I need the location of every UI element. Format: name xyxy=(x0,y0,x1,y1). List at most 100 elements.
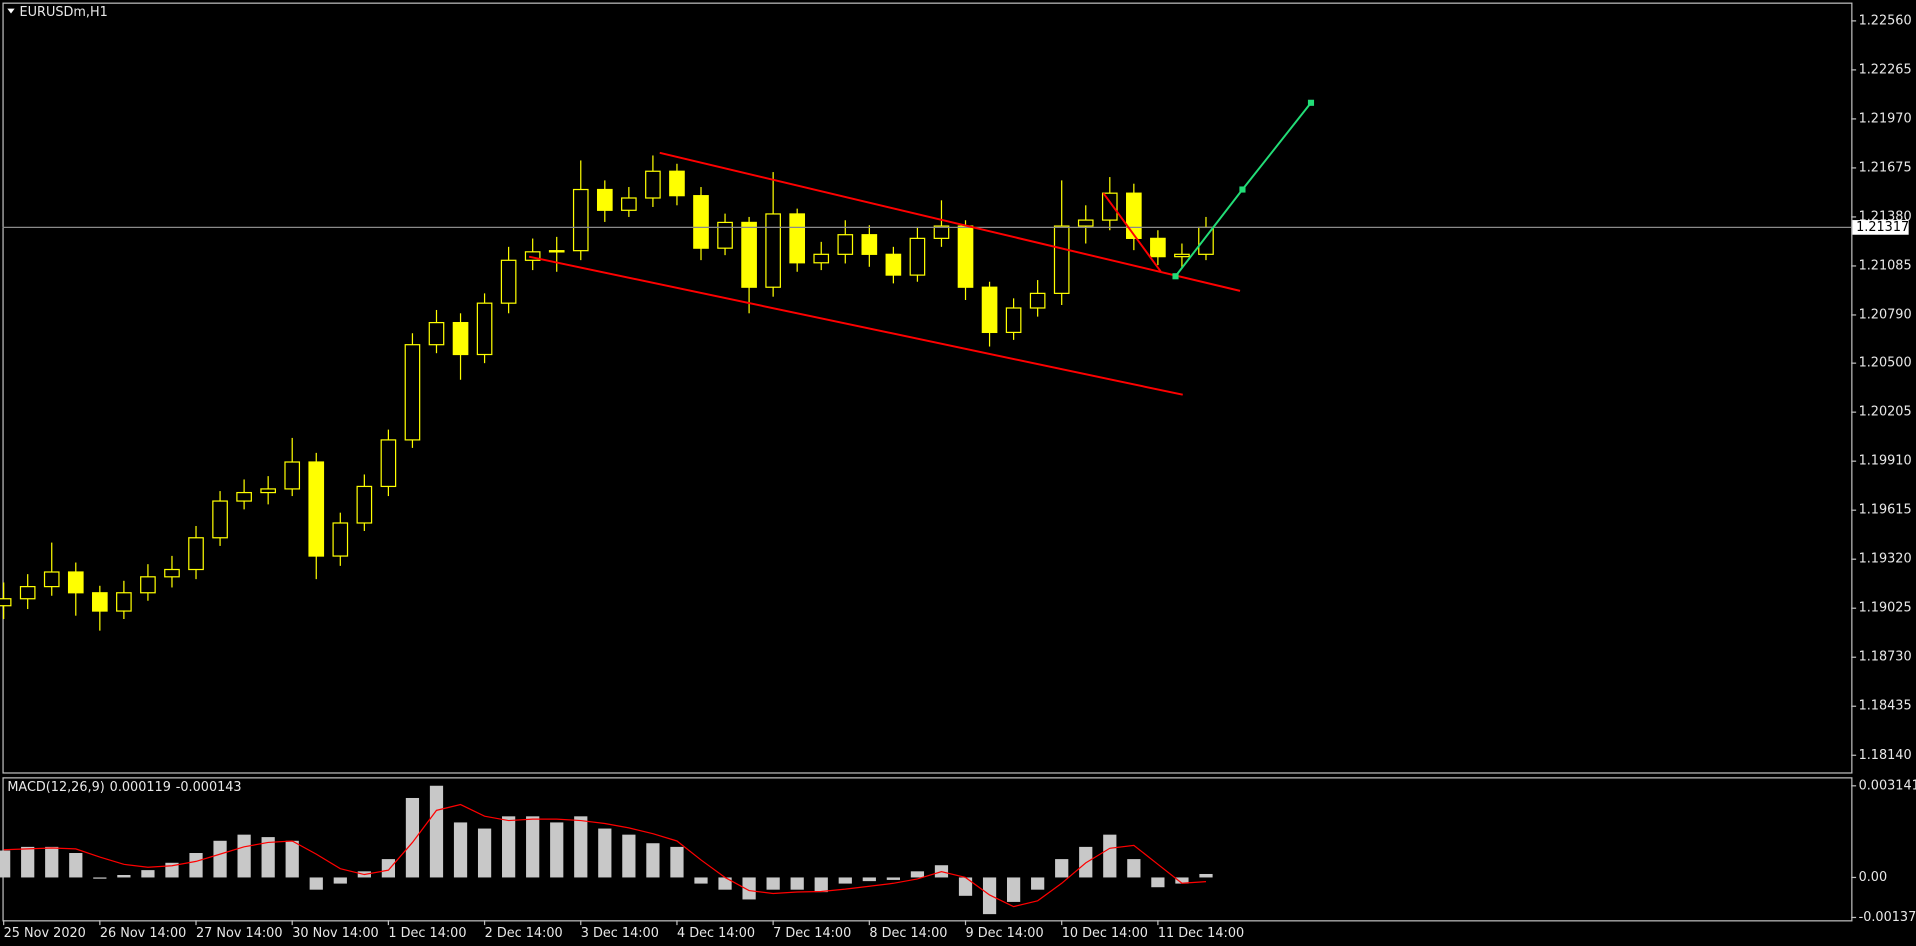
macd-bar xyxy=(1127,859,1141,878)
candle-body xyxy=(1174,253,1190,258)
trendline-anchor xyxy=(1307,99,1315,106)
candle-body xyxy=(260,488,276,494)
chart-title: EURUSDm,H1 xyxy=(20,5,108,20)
macd-bar xyxy=(502,816,516,878)
macd-bar xyxy=(141,870,155,878)
macd-bar xyxy=(982,877,997,915)
y-tick-label: 1.19615 xyxy=(1859,503,1912,518)
macd-bar xyxy=(958,877,973,896)
candle-body xyxy=(981,286,998,334)
macd-bar xyxy=(381,859,396,878)
x-tick-label: 2 Dec 14:00 xyxy=(485,926,563,941)
macd-bar xyxy=(622,834,636,878)
x-tick-label: 4 Dec 14:00 xyxy=(677,926,755,941)
macd-bar xyxy=(477,828,492,878)
candle-body xyxy=(356,485,373,524)
macd-value: 0.000119 xyxy=(110,780,171,795)
macd-bar xyxy=(694,877,708,884)
candle-body xyxy=(693,195,709,249)
candle-body xyxy=(452,321,469,356)
candle-body xyxy=(43,571,60,588)
candle-body xyxy=(596,188,613,211)
current-price-label: 1.21317 xyxy=(1856,220,1909,235)
candle-body xyxy=(1126,192,1142,239)
y-tick-label: 1.21085 xyxy=(1859,258,1912,273)
candle-body xyxy=(669,170,685,197)
candle-body xyxy=(308,461,325,557)
macd-bar xyxy=(45,846,59,878)
candle-body xyxy=(957,225,974,288)
candle-body xyxy=(861,234,878,255)
macd-bar xyxy=(838,877,852,884)
macd-bar xyxy=(189,853,203,878)
candle-body xyxy=(621,197,637,211)
macd-bar xyxy=(1031,877,1045,890)
x-tick-label: 30 Nov 14:00 xyxy=(292,926,378,941)
candle-body xyxy=(140,576,156,594)
candle-body xyxy=(332,522,349,557)
candle-body xyxy=(813,253,830,264)
macd-bar xyxy=(862,877,876,882)
y-tick-label: 1.21675 xyxy=(1859,160,1912,175)
x-tick-label: 11 Dec 14:00 xyxy=(1158,926,1244,941)
macd-bar xyxy=(0,850,11,878)
candle-body xyxy=(933,225,950,239)
candle-body xyxy=(404,344,421,441)
y-tick-label: 1.22560 xyxy=(1859,13,1912,28)
y-tick-label: 1.19320 xyxy=(1859,552,1912,567)
macd-bar xyxy=(886,877,900,880)
pane-menu-icon[interactable] xyxy=(7,8,15,14)
macd-bar xyxy=(550,822,564,878)
x-tick-label: 10 Dec 14:00 xyxy=(1062,926,1148,941)
candle-body xyxy=(1077,219,1094,227)
y-tick-label: 1.20500 xyxy=(1859,356,1912,371)
trendline-anchor xyxy=(1172,273,1179,280)
y-tick-label: 1.20205 xyxy=(1859,405,1912,420)
macd-bar xyxy=(237,834,251,878)
x-tick-label: 25 Nov 2020 xyxy=(4,926,86,941)
macd-bar xyxy=(814,877,828,893)
macd-bar xyxy=(405,797,420,878)
candle-body xyxy=(0,598,12,607)
macd-bar xyxy=(285,840,299,878)
price-pane-frame xyxy=(2,2,1853,774)
macd-bar xyxy=(1055,859,1069,878)
macd-bar xyxy=(93,877,107,879)
macd-name: MACD(12,26,9) xyxy=(7,780,104,795)
trendline xyxy=(1102,192,1162,273)
candle-body xyxy=(284,461,301,490)
macd-signal-value: -0.000143 xyxy=(176,780,242,795)
y-tick-label: 1.19910 xyxy=(1859,454,1912,469)
candle-body xyxy=(116,592,132,612)
candle-body xyxy=(717,221,733,249)
macd-bar xyxy=(790,877,804,890)
macd-bar xyxy=(117,875,131,878)
macd-legend: MACD(12,26,9) 0.000119 -0.000143 xyxy=(7,780,241,795)
macd-bar xyxy=(1199,873,1213,878)
candle-body xyxy=(548,250,565,253)
candle-body xyxy=(1150,237,1166,258)
candle-body xyxy=(885,253,902,276)
y-tick-label: 1.18730 xyxy=(1859,650,1912,665)
candle-body xyxy=(524,251,541,261)
macd-bar xyxy=(526,816,540,878)
candle-body xyxy=(500,259,517,304)
current-price-box xyxy=(1852,220,1909,235)
candle-body xyxy=(67,571,84,594)
candle-body xyxy=(92,592,108,612)
x-tick-label: 27 Nov 14:00 xyxy=(196,926,282,941)
macd-bar xyxy=(453,822,468,878)
x-tick-label: 7 Dec 14:00 xyxy=(773,926,851,941)
candle-body xyxy=(837,234,854,255)
candle-body xyxy=(765,213,781,288)
macd-bar xyxy=(670,846,684,878)
y-tick-label: 1.18140 xyxy=(1859,748,1912,763)
candle-body xyxy=(789,213,806,264)
y-tick-label: 1.19025 xyxy=(1859,601,1912,616)
candle-body xyxy=(741,221,757,288)
y-tick-label: -0.001371 xyxy=(1859,910,1916,925)
macd-bar xyxy=(1175,877,1189,884)
trendline xyxy=(659,151,1241,292)
candle-body xyxy=(476,302,493,356)
